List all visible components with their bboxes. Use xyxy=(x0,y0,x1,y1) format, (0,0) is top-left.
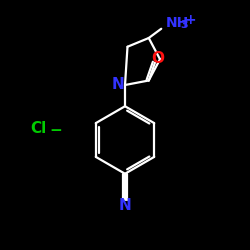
Text: N: N xyxy=(119,198,132,214)
Text: 3: 3 xyxy=(180,20,188,30)
Text: O: O xyxy=(152,51,164,66)
Text: +: + xyxy=(185,14,196,28)
Text: Cl: Cl xyxy=(30,121,47,136)
Text: NH: NH xyxy=(166,16,190,30)
Text: −: − xyxy=(50,123,62,138)
Text: N: N xyxy=(112,77,124,92)
